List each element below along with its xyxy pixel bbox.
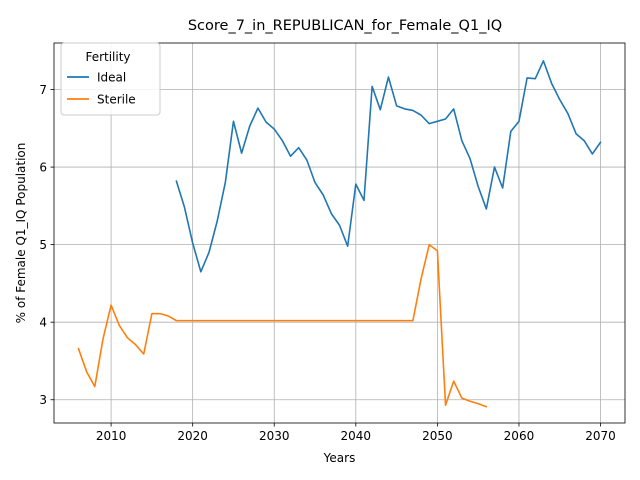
series-lines: [77, 60, 602, 408]
grid-lines: [54, 43, 625, 423]
x-tick-label: 2050: [422, 429, 453, 443]
x-axis-label: Years: [323, 451, 356, 465]
legend-label-sterile: Sterile: [97, 93, 136, 107]
y-tick-label: 5: [39, 238, 47, 252]
x-tick-label: 2020: [177, 429, 208, 443]
legend-box: [60, 42, 161, 116]
y-tick-label: 6: [39, 161, 47, 175]
legend-label-ideal: Ideal: [97, 71, 126, 85]
x-tick-label: 2010: [96, 429, 127, 443]
x-tick-label: 2030: [259, 429, 290, 443]
series-line-ideal: [175, 60, 602, 273]
x-tick-label: 2060: [504, 429, 535, 443]
y-tick-label: 7: [39, 83, 47, 97]
plot-frame: [53, 42, 626, 424]
legend-title: Fertility: [85, 50, 130, 64]
legend: Fertility Ideal Sterile: [60, 42, 161, 116]
y-tick-label: 4: [39, 316, 47, 330]
x-tick-label: 2040: [341, 429, 372, 443]
chart-title: Score_7_in_REPUBLICAN_for_Female_Q1_IQ: [188, 18, 502, 34]
series-line-sterile: [77, 243, 488, 408]
x-axis-ticks: 2010 2020 2030 2040 2050 2060 2070: [96, 423, 616, 443]
y-axis-label: % of Female Q1_IQ Population: [14, 143, 28, 324]
y-axis-ticks: 3 4 5 6 7: [39, 83, 54, 407]
x-tick-label: 2070: [585, 429, 616, 443]
y-tick-label: 3: [39, 393, 47, 407]
